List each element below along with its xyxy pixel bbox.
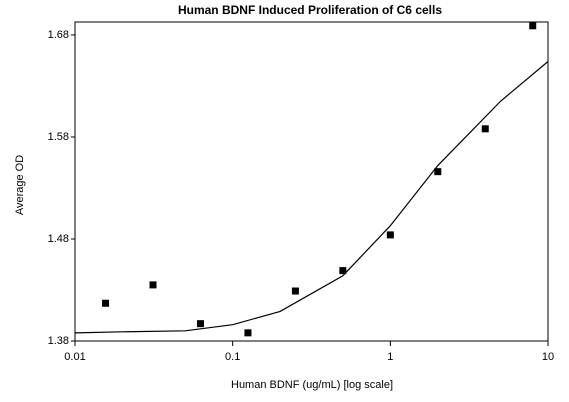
y-tick-label: 1.38 [48,335,69,347]
data-point [481,125,489,133]
x-tick-label: 10 [542,351,554,363]
y-tick-label: 1.48 [48,233,69,245]
data-point [291,287,299,295]
x-tick-label: 0.1 [225,351,240,363]
x-tick-label: 1 [387,351,393,363]
chart-title: Human BDNF Induced Proliferation of C6 c… [178,3,442,17]
y-tick-label: 1.68 [48,29,69,41]
data-point [386,231,394,239]
data-point [529,22,537,30]
data-point [434,168,442,176]
data-point [339,267,347,275]
x-axis-title: Human BDNF (ug/mL) [log scale] [231,379,393,391]
x-tick-label: 0.01 [64,351,85,363]
data-point [244,329,252,337]
data-point [196,320,204,328]
data-point [149,281,157,289]
y-tick-label: 1.58 [48,131,69,143]
data-point [102,299,110,307]
plot-frame [74,21,549,342]
y-axis-title: Average OD [14,155,26,215]
fit-curve [74,61,549,334]
